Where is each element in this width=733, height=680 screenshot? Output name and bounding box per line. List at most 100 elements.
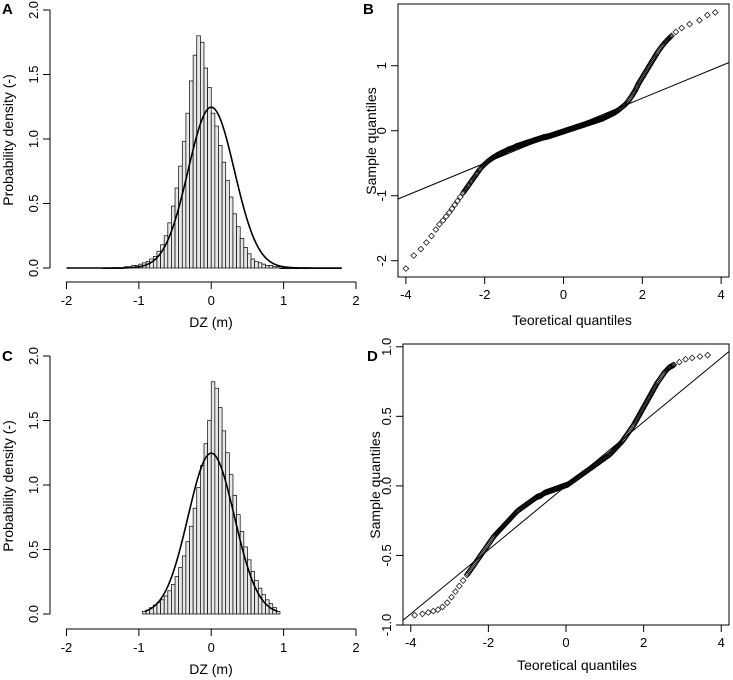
qq-point [455,582,463,590]
qq-point [629,91,637,98]
qq-point [635,79,643,86]
x-tick-label: 4 [718,635,725,650]
qq-point [672,28,680,36]
qq-point [704,351,711,359]
qq-point [448,593,455,601]
y-ticks-a: 0.0 0.5 1.0 1.5 2.0 [26,1,50,277]
qq-point [631,419,639,427]
qq-point [711,9,719,16]
qq-point [642,67,650,75]
histogram-bar [228,196,234,269]
qq-point [459,577,467,584]
histogram-bar [181,555,187,615]
y-tick-label: 0.0 [26,605,41,623]
x-axis-label-d: Teoretical quantiles [517,657,637,673]
qq-point [641,70,648,77]
histogram-bar [207,87,212,269]
qq-point [448,205,456,213]
histogram-bar [272,266,277,269]
y-tick-label: 1.5 [26,65,41,83]
qq-point [670,361,678,369]
qq-point [442,213,450,220]
qq-point [635,413,642,420]
x-tick-label: 1 [280,293,287,308]
qq-point [643,66,651,73]
histogram-bar [203,67,208,269]
histogram-bar [225,452,230,615]
x-tick-label: -1 [133,640,145,655]
y-ticks-c: 0.0 0.5 1.0 1.5 2.0 [26,347,50,623]
qq-point [445,209,453,216]
qq-point [452,588,459,595]
histogram-bar [207,420,212,615]
histogram-bar [283,267,288,269]
panel-a: A -2 -1 0 1 2 0.0 0.5 1.0 1.5 2.0 DZ (m) Probabi… [0,1,360,330]
y-tick-label: 1.5 [26,411,41,429]
qq-point [436,221,443,228]
qq-point [643,397,651,405]
histogram-bar [210,381,216,615]
panel-label-c: C [2,348,13,365]
qq-point [640,403,648,410]
histogram-bars-a [102,35,342,269]
x-tick-label: 0 [562,635,569,650]
qq-point [631,88,638,96]
histogram-bar [178,567,183,615]
qq-point [645,63,652,71]
qq-point [637,408,645,416]
qq-point [643,399,650,406]
qq-point [649,386,657,394]
panel-c: C -2 -1 0 1 2 0.0 0.5 1.0 1.5 2.0 DZ (m) Probabi… [0,347,360,677]
x-tick-label: 0 [208,293,215,308]
histogram-bar [189,525,194,615]
histogram-bar [167,222,172,269]
plot-frame-b [397,3,730,278]
histogram-bar [174,576,180,615]
panel-d: D -4 -2 0 2 4 -1.0 -0.5 0.0 0.5 1.0 Teoretical q… [367,338,730,673]
qq-point [696,353,704,360]
qq-point [668,32,675,40]
qq-point [636,410,644,417]
qq-point [678,24,686,32]
qq-point [641,401,649,409]
histogram-bars-c [142,381,281,615]
y-tick-label: 0.5 [26,540,41,558]
qq-point [636,78,644,85]
qq-point [628,92,636,99]
panel-b: B -4 -2 0 2 4 -2 -1 0 1 Teoretical quantiles Sa… [363,1,730,328]
histogram-bar [174,187,180,269]
qq-point [439,603,446,611]
x-tick-label: 4 [718,287,725,302]
qq-point [451,201,459,209]
histogram-bar [254,261,259,269]
qq-point [651,53,659,60]
qq-point [428,232,435,240]
y-tick-label: 2.0 [26,347,41,365]
histogram-bar [232,213,237,269]
histogram-bar [163,595,169,615]
qq-point [632,418,639,426]
x-tick-label: -2 [479,287,491,302]
histogram-bar [265,265,270,269]
qq-points-b [402,9,719,272]
qq-point [632,417,640,424]
qq-point [423,239,430,246]
y-tick-label: 1 [374,62,389,69]
qq-point [646,61,654,68]
qq-point [647,390,655,398]
qq-point [638,407,646,415]
histogram-bar [236,226,241,269]
x-ticks-d: -4 -2 0 2 4 [405,625,725,650]
histogram-bar [167,590,172,615]
y-tick-label: 1.0 [379,338,394,356]
histogram-bar [221,161,227,269]
qq-point [633,415,641,423]
qq-point [652,382,659,390]
histogram-bar [196,487,201,615]
qq-point [434,606,442,614]
y-tick-label: 0.5 [379,407,394,425]
y-tick-label: -0.5 [379,544,394,566]
qq-point [454,197,461,205]
qq-point [688,354,696,362]
